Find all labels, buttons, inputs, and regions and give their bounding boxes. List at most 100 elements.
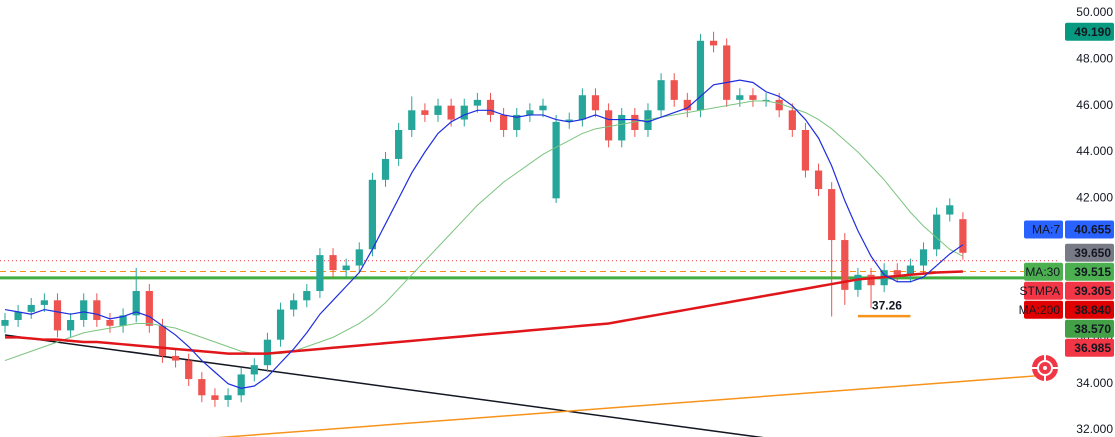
candle-body	[355, 249, 363, 266]
candle-body	[788, 110, 796, 130]
candle-body	[854, 274, 862, 290]
price-badge	[1065, 262, 1114, 281]
y-tick-label: 34.000	[1076, 376, 1113, 390]
price-badge	[1065, 22, 1114, 41]
candle-body	[14, 311, 22, 320]
candle-body	[893, 270, 901, 275]
candle-body	[53, 300, 62, 331]
price-badge-label: 36.985	[1074, 341, 1111, 355]
candle-body	[670, 80, 678, 100]
price-badge	[1065, 319, 1114, 338]
candle-body	[814, 170, 823, 190]
candle-body	[762, 99, 770, 101]
candle-body	[421, 110, 429, 115]
candle-body	[40, 300, 48, 305]
plot-area: 37.26	[0, 31, 1060, 437]
candle-body	[276, 309, 285, 340]
candle-body	[342, 265, 350, 271]
candle-body	[591, 95, 600, 111]
y-tick-label: 44.000	[1076, 144, 1113, 158]
candle-body	[644, 110, 652, 130]
candle-body	[447, 105, 455, 120]
candle-body	[303, 291, 311, 301]
candle-body	[801, 129, 810, 171]
candle-body	[224, 395, 232, 400]
candle-body	[486, 99, 495, 115]
price-badge-name-box	[1024, 281, 1063, 300]
candle-body	[381, 158, 390, 180]
price-badge	[1065, 281, 1114, 300]
price-badge-label: 39.650	[1074, 246, 1111, 260]
candle-body	[198, 379, 206, 396]
candle-body	[828, 189, 836, 241]
price-badge-label: 40.655	[1074, 223, 1111, 237]
candle-body	[604, 110, 613, 141]
candle-body	[171, 355, 180, 361]
candle-body	[250, 365, 258, 375]
annotation-label: 37.26	[872, 298, 902, 312]
price-badge-name-box	[1024, 220, 1063, 239]
candle-body	[395, 129, 403, 159]
trend-line	[216, 373, 1055, 437]
candle-body	[565, 119, 573, 122]
ma-line	[4, 100, 964, 362]
candle-body	[946, 205, 954, 215]
price-badge-label: 38.840	[1074, 303, 1111, 317]
candle-body	[473, 99, 481, 106]
candle-body	[578, 95, 586, 120]
candle-body	[696, 40, 705, 111]
price-badge-name: MA:30	[1025, 265, 1060, 279]
y-tick-label: 46.000	[1076, 98, 1113, 112]
candle-body	[775, 99, 783, 111]
candle-body	[290, 300, 298, 310]
candle-body	[933, 214, 941, 250]
price-badge-label: 38.570	[1074, 322, 1111, 336]
candle-body	[132, 291, 140, 316]
candle-body	[736, 95, 744, 100]
candle-body	[526, 110, 534, 115]
target-icon[interactable]	[1032, 355, 1058, 381]
candle-body	[93, 300, 101, 320]
price-badge	[1065, 220, 1114, 239]
y-tick-label: 48.000	[1076, 51, 1113, 65]
candle-body	[513, 114, 521, 130]
price-axis: 32.00034.00036.00042.00044.00046.00048.0…	[1019, 5, 1114, 436]
candle-body	[618, 114, 626, 141]
candle-body	[211, 395, 219, 400]
price-badge-name: MA:7	[1032, 223, 1060, 237]
candle-body	[959, 219, 967, 253]
candle-body	[408, 110, 416, 130]
candle-body	[158, 325, 167, 356]
price-badge-name-box	[1024, 262, 1063, 281]
y-tick-label: 42.000	[1076, 191, 1113, 205]
candle-body	[500, 114, 508, 130]
candle-body	[1, 319, 9, 326]
candle-body	[80, 300, 88, 320]
candle-body	[657, 80, 665, 111]
candle-body	[552, 121, 560, 199]
candle-body	[709, 40, 718, 46]
candle-body	[631, 114, 639, 130]
candle-body	[106, 319, 114, 326]
candle-body	[919, 249, 928, 266]
candle-body	[145, 291, 153, 326]
price-badge-name-box	[1024, 300, 1063, 319]
price-badge-label: 49.190	[1074, 25, 1111, 39]
price-badge	[1065, 243, 1114, 262]
candle-body	[237, 374, 245, 396]
candle-body	[329, 255, 337, 271]
price-badge	[1065, 300, 1114, 319]
price-badge-label: 39.305	[1074, 284, 1111, 298]
candle-body	[723, 45, 731, 100]
ma-line	[4, 79, 964, 389]
candle-body	[539, 105, 547, 111]
price-badge-name: MA:200	[1019, 303, 1061, 317]
candle-body	[119, 315, 127, 326]
price-badge-label: 39.515	[1074, 265, 1111, 279]
candle-body	[66, 319, 75, 331]
candle-body	[683, 99, 691, 111]
candle-body	[27, 304, 35, 312]
candle-body	[867, 274, 875, 286]
price-badge	[1065, 338, 1114, 357]
